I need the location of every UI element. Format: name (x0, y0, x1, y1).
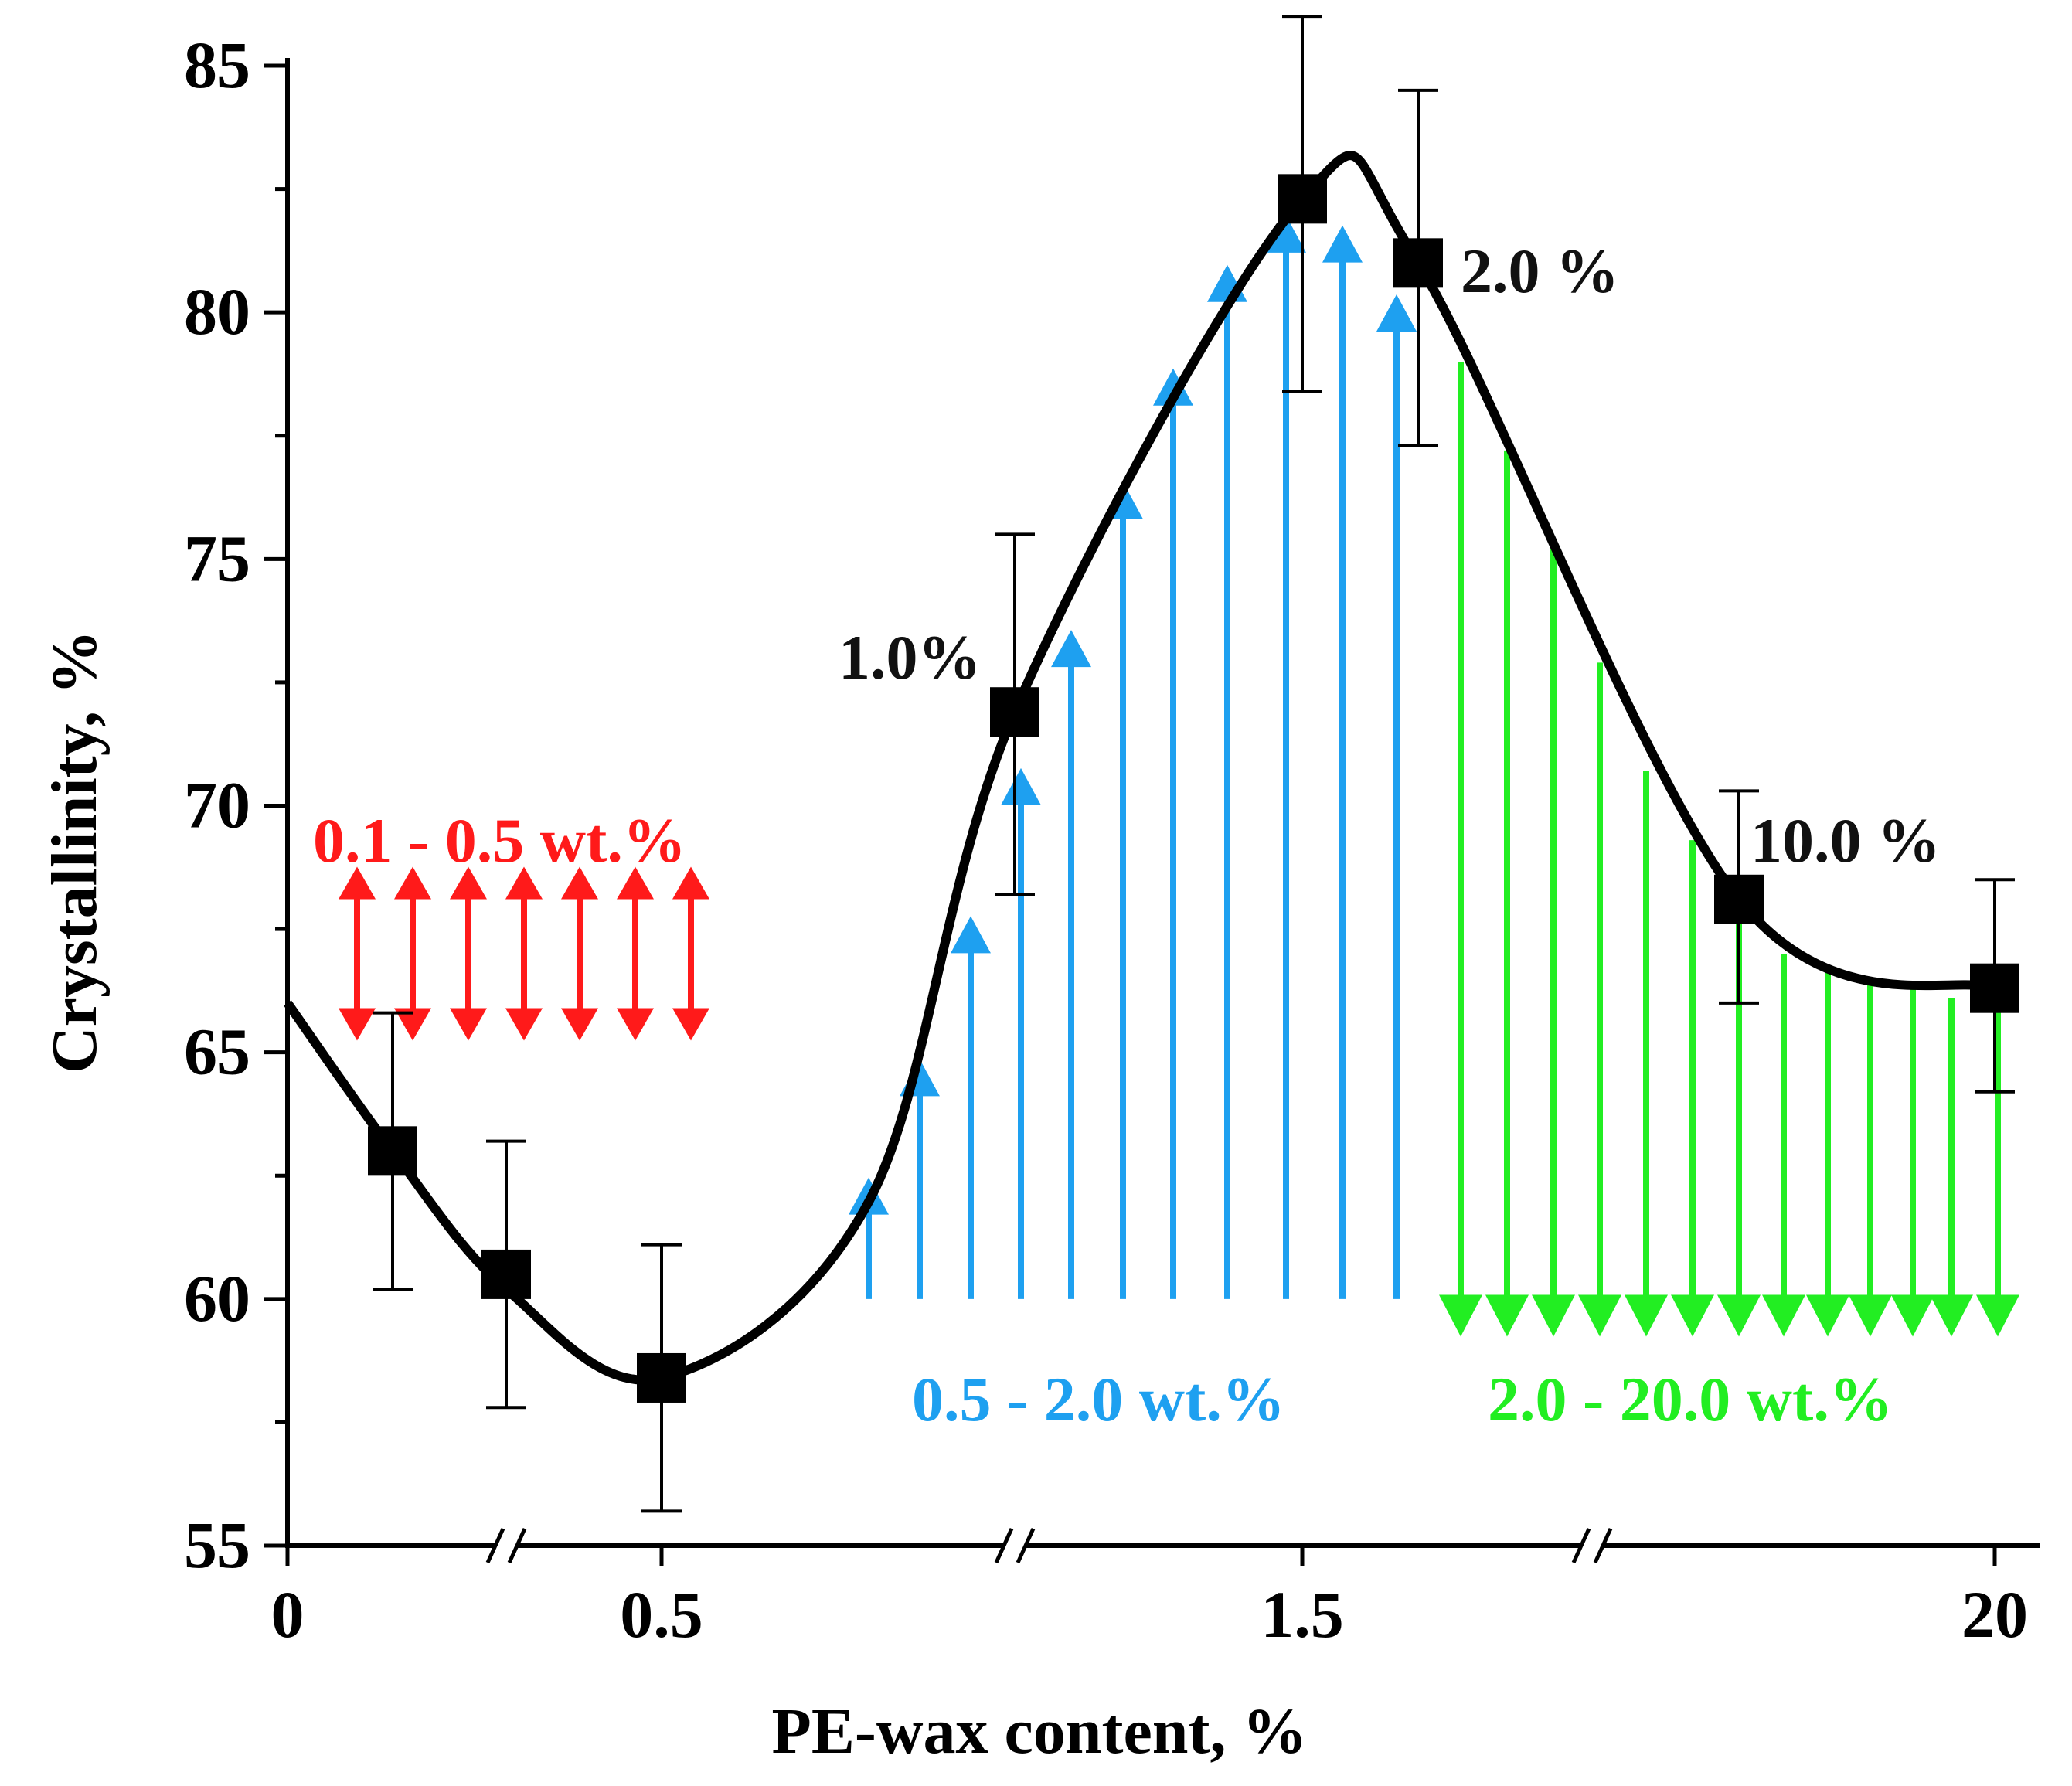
y-tick-label: 80 (184, 274, 250, 349)
data-point-marker (1714, 874, 1764, 924)
y-tick-label: 65 (184, 1015, 250, 1089)
green-arrow-head (1849, 1294, 1892, 1337)
red-arrow-head-up (450, 866, 487, 900)
green-arrow-head (1578, 1294, 1621, 1337)
axis-break-mark (485, 1527, 505, 1564)
blue-arrow-head (1153, 368, 1193, 406)
point-label-1pct: 1.0% (839, 622, 982, 692)
x-tick-label: 0.5 (620, 1577, 703, 1652)
red-arrow-head-down (672, 1008, 709, 1041)
green-arrow-head (1976, 1294, 2019, 1337)
green-arrow-head (1439, 1294, 1482, 1337)
blue-arrow-head (951, 916, 991, 954)
data-point-marker (1278, 174, 1327, 224)
red-arrow-head-up (394, 866, 431, 900)
green-arrow-head (1532, 1294, 1575, 1337)
blue-arrow-head (1376, 294, 1417, 332)
data-point-marker (637, 1352, 686, 1403)
region-label-low: 0.1 - 0.5 wt.% (313, 805, 686, 876)
y-tick-label: 75 (184, 521, 250, 595)
x-tick-label: 0 (271, 1577, 305, 1652)
blue-arrow-head (1322, 225, 1363, 263)
red-arrow-head-down (505, 1008, 543, 1041)
data-point-marker (368, 1126, 417, 1176)
axes: 55 60 65 70 75 80 85 0 0.5 1.5 20 (184, 28, 2040, 1652)
y-tick-label: 60 (184, 1261, 250, 1335)
x-tick-label: 20 (1961, 1577, 2028, 1652)
red-arrow-head-up (672, 866, 709, 900)
y-tick-label: 55 (184, 1508, 250, 1582)
y-tick-label: 70 (184, 768, 250, 842)
point-label-10pct: 10.0 % (1750, 805, 1941, 876)
data-points (368, 174, 2019, 1403)
green-arrow-head (1625, 1294, 1668, 1337)
red-arrow-head-up (505, 866, 543, 900)
red-arrow-head-up (617, 866, 654, 900)
data-point-marker (990, 687, 1039, 737)
data-point-marker (481, 1249, 531, 1299)
point-label-2pct: 2.0 % (1461, 236, 1619, 306)
green-arrow-head (1485, 1294, 1529, 1337)
green-arrow-head (1762, 1294, 1805, 1337)
data-point-marker (1970, 963, 2019, 1013)
x-axis-label: PE-wax content, % (772, 1696, 1308, 1767)
region-label-mid: 0.5 - 2.0 wt.% (912, 1364, 1285, 1434)
region-arrows (339, 215, 2019, 1337)
red-arrow-head-down (394, 1008, 431, 1041)
red-arrow-head-up (339, 866, 376, 900)
data-point-marker (1393, 238, 1443, 288)
green-arrow-head (1930, 1294, 1973, 1337)
x-tick-label: 1.5 (1261, 1577, 1344, 1652)
green-arrow-head (1806, 1294, 1849, 1337)
green-arrow-head (1717, 1294, 1761, 1337)
red-arrow-head-up (561, 866, 598, 900)
y-axis-label: Crystallinity, % (39, 630, 111, 1073)
blue-arrow-head (1051, 630, 1091, 668)
red-arrow-head-down (339, 1008, 376, 1041)
green-arrow-head (1891, 1294, 1934, 1337)
axis-break-mark (994, 1527, 1014, 1564)
red-arrow-head-down (561, 1008, 598, 1041)
green-arrow-head (1671, 1294, 1714, 1337)
blue-arrow-head (1001, 767, 1041, 805)
red-arrow-head-down (617, 1008, 654, 1041)
y-tick-label: 85 (184, 28, 250, 102)
error-bars (373, 15, 2015, 1513)
axis-break-mark (1571, 1527, 1591, 1564)
blue-arrow-head (1266, 215, 1306, 253)
red-arrow-head-down (450, 1008, 487, 1041)
region-label-high: 2.0 - 20.0 wt.% (1488, 1364, 1893, 1434)
